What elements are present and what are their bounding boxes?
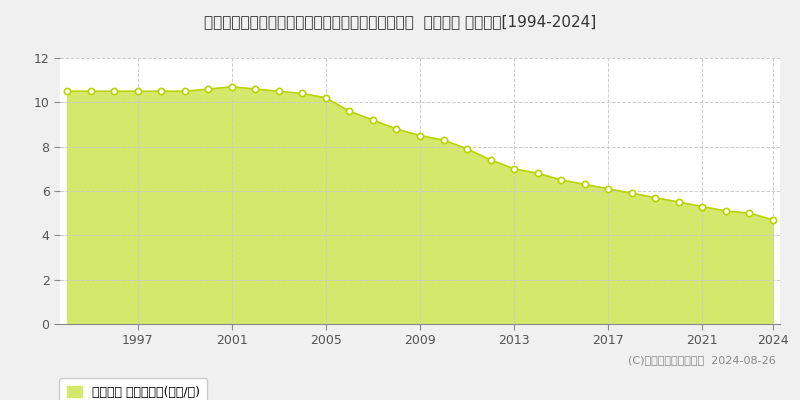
Legend: 地価公示 平均坪単価(万円/坪): 地価公示 平均坪単価(万円/坪) (59, 378, 207, 400)
Text: 鳥取県東伯郡三朝町大字山田字下前河原７２３番３  地価公示 地価推移[1994-2024]: 鳥取県東伯郡三朝町大字山田字下前河原７２３番３ 地価公示 地価推移[1994-2… (204, 14, 596, 29)
Text: (C)土地価格ドットコム  2024-08-26: (C)土地価格ドットコム 2024-08-26 (628, 355, 776, 365)
